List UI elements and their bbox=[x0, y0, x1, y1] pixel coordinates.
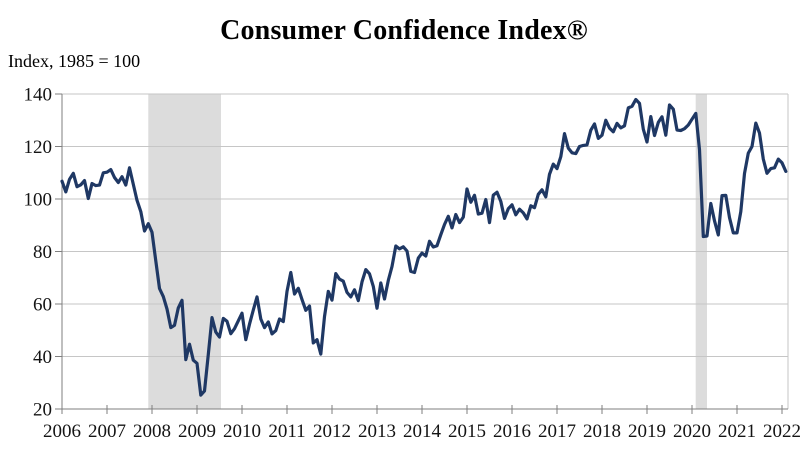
x-tick-label: 2012 bbox=[313, 421, 351, 442]
y-tick-label: 100 bbox=[24, 190, 53, 211]
y-tick-label: 80 bbox=[33, 242, 52, 263]
x-tick-label: 2013 bbox=[358, 421, 396, 442]
y-tick-label: 60 bbox=[33, 295, 52, 316]
y-tick-label: 140 bbox=[24, 85, 53, 106]
x-tick-label: 2017 bbox=[538, 421, 576, 442]
x-tick-label: 2006 bbox=[43, 421, 81, 442]
x-tick-label: 2018 bbox=[583, 421, 621, 442]
y-tick-label: 40 bbox=[33, 347, 52, 368]
x-tick-label: 2010 bbox=[223, 421, 261, 442]
x-tick-label: 2019 bbox=[628, 421, 666, 442]
x-tick-label: 2021 bbox=[718, 421, 756, 442]
x-tick-label: 2009 bbox=[178, 421, 216, 442]
x-tick-label: 2008 bbox=[133, 421, 171, 442]
x-tick-label: 2011 bbox=[268, 421, 305, 442]
cci-line-series bbox=[60, 97, 788, 397]
x-tick-label: 2022 bbox=[763, 421, 801, 442]
x-tick-label: 2016 bbox=[493, 421, 531, 442]
x-tick-label: 2014 bbox=[403, 421, 442, 442]
x-tick-label: 2020 bbox=[673, 421, 711, 442]
y-tick-label: 120 bbox=[24, 137, 53, 158]
y-axis-unit-note: Index, 1985 = 100 bbox=[8, 51, 141, 71]
x-tick-label: 2007 bbox=[88, 421, 126, 442]
x-tick-label: 2015 bbox=[448, 421, 486, 442]
chart-title: Consumer Confidence Index® bbox=[220, 15, 588, 46]
y-tick-label: 20 bbox=[33, 400, 52, 421]
